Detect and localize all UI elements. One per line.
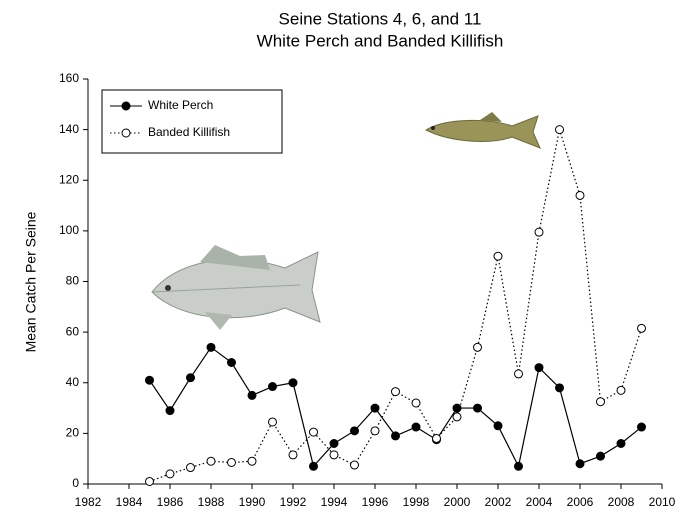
chart-subtitle: White Perch and Banded Killifish	[257, 31, 504, 50]
y-tick-label: 20	[66, 426, 80, 440]
data-point	[288, 378, 298, 388]
x-tick-label: 2008	[608, 495, 635, 509]
data-point	[411, 398, 421, 408]
x-tick-label: 2002	[485, 495, 512, 509]
y-tick-label: 0	[72, 476, 79, 490]
x-tick-label: 1996	[362, 495, 389, 509]
data-point	[145, 476, 154, 486]
data-point	[350, 460, 359, 470]
x-tick-label: 2000	[444, 495, 471, 509]
data-point	[391, 431, 400, 441]
data-point	[473, 403, 482, 413]
data-point	[637, 422, 646, 432]
x-tick-label: 1998	[403, 495, 430, 509]
y-tick-label: 120	[59, 172, 79, 186]
data-point	[637, 323, 646, 333]
data-point	[288, 450, 298, 460]
legend-marker	[121, 101, 131, 111]
x-tick-label: 1984	[116, 495, 143, 509]
data-point	[411, 422, 421, 432]
x-tick-label: 1994	[321, 495, 348, 509]
x-tick-label: 2010	[649, 495, 676, 509]
data-point	[575, 459, 585, 469]
y-tick-label: 80	[66, 274, 80, 288]
legend-label: White Perch	[148, 98, 213, 112]
data-point	[555, 383, 564, 393]
chart-title: Seine Stations 4, 6, and 11	[279, 9, 482, 28]
data-point	[186, 373, 195, 383]
data-point	[145, 375, 154, 385]
data-point	[165, 469, 175, 479]
data-point	[616, 439, 626, 448]
legend-box	[101, 89, 283, 154]
x-tick-label: 1988	[198, 495, 225, 509]
x-tick-label: 2006	[567, 495, 594, 509]
data-point	[206, 342, 216, 352]
data-point	[616, 385, 626, 395]
data-point	[452, 403, 462, 413]
x-tick-label: 1992	[280, 495, 307, 509]
data-point	[370, 403, 380, 413]
legend-marker	[121, 128, 131, 138]
series-line	[149, 346, 642, 469]
data-point	[206, 456, 216, 466]
data-point	[165, 406, 175, 416]
data-point	[514, 369, 523, 379]
data-point	[329, 439, 339, 448]
white-perch-illustration	[151, 245, 321, 330]
data-point	[555, 125, 564, 135]
y-axis-label: Mean Catch Per Seine	[23, 211, 39, 352]
data-point	[309, 461, 318, 471]
data-point	[473, 342, 482, 352]
data-point	[268, 382, 277, 392]
y-tick-label: 40	[66, 375, 80, 389]
data-point	[309, 427, 318, 437]
legend-label: Banded Killifish	[148, 125, 230, 139]
data-point	[227, 358, 236, 367]
data-point	[575, 190, 585, 200]
data-point	[247, 390, 257, 400]
data-point	[329, 450, 339, 460]
data-point	[452, 412, 462, 422]
x-tick-label: 1982	[75, 495, 102, 509]
data-point	[534, 227, 544, 237]
data-point	[350, 426, 359, 436]
data-point	[432, 433, 441, 443]
data-point	[493, 421, 503, 431]
y-tick-label: 140	[59, 122, 79, 136]
data-point	[227, 457, 236, 467]
data-point	[514, 461, 523, 471]
data-point	[370, 426, 380, 436]
data-point	[268, 417, 277, 427]
x-tick-label: 2004	[526, 495, 553, 509]
y-tick-label: 100	[59, 223, 79, 237]
banded-killifish-illustration	[424, 112, 541, 149]
x-tick-label: 1990	[239, 495, 266, 509]
data-point	[596, 397, 605, 407]
x-tick-label: 1986	[157, 495, 184, 509]
data-point	[247, 456, 257, 466]
data-point	[493, 251, 503, 261]
data-point	[596, 451, 605, 461]
data-point	[534, 363, 544, 373]
data-point	[186, 463, 195, 473]
y-tick-label: 160	[59, 71, 79, 85]
data-point	[391, 387, 400, 397]
y-tick-label: 60	[66, 324, 80, 338]
